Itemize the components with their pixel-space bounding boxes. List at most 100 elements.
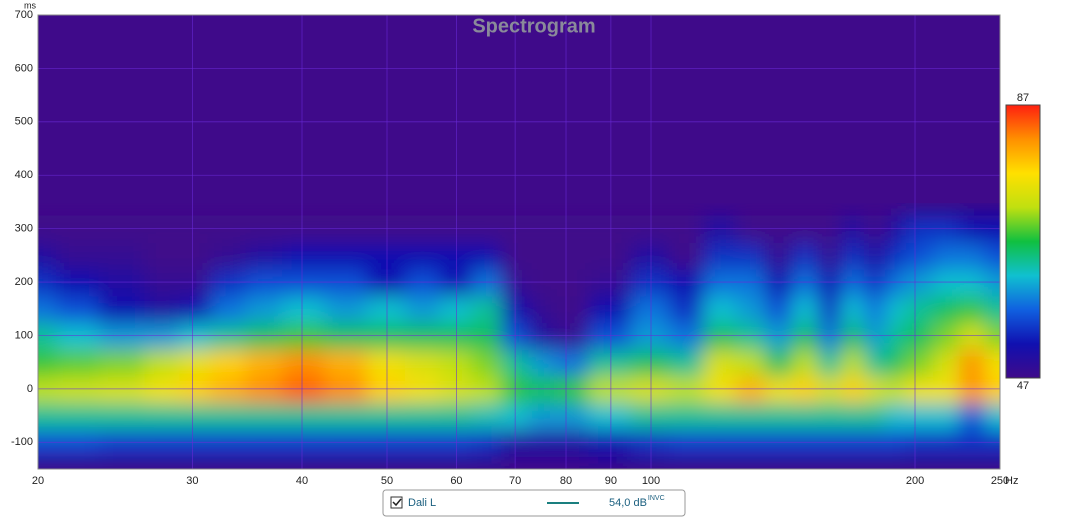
heat-cell: [984, 428, 1000, 457]
heat-cell: [817, 402, 843, 430]
heat-cell: [528, 402, 555, 430]
heat-cell: [324, 322, 368, 350]
heat-cell: [630, 402, 671, 430]
heat-cell: [38, 348, 58, 377]
x-tick-label: 50: [381, 475, 393, 487]
heat-cell: [210, 375, 247, 404]
heat-cell: [863, 348, 887, 377]
heat-cell: [366, 242, 407, 270]
heat-cell: [933, 375, 961, 404]
heat-cell: [588, 295, 632, 324]
heat-cell: [817, 295, 843, 324]
heat-cell: [56, 242, 100, 270]
x-tick-label: 60: [450, 475, 462, 487]
heat-cell: [210, 268, 247, 297]
heat-cell: [471, 322, 503, 350]
colorbar: [1005, 104, 1041, 379]
heat-cell: [703, 295, 737, 324]
x-tick-label: 80: [560, 475, 572, 487]
heat-cell: [245, 428, 283, 457]
heat-cell: [669, 295, 705, 324]
heat-cell: [210, 295, 247, 324]
heat-cell: [366, 322, 407, 350]
heat-cell: [703, 268, 737, 297]
x-tick-label: 100: [642, 475, 660, 487]
heat-cell: [366, 348, 407, 377]
heat-cell: [528, 322, 555, 350]
heat-cell: [765, 375, 794, 404]
heat-cell: [885, 428, 907, 457]
y-tick-label: 100: [15, 329, 33, 341]
heat-cell: [588, 348, 632, 377]
heat-cell: [38, 242, 58, 270]
heat-cell: [841, 348, 865, 377]
heat-cell: [471, 428, 503, 457]
heat-cell: [179, 402, 212, 430]
heat-cell: [38, 215, 58, 243]
heat-cell: [669, 322, 705, 350]
heat-cell: [56, 322, 100, 350]
x-tick-label: 40: [296, 475, 308, 487]
heat-cell: [179, 242, 212, 270]
heat-cell: [735, 215, 767, 243]
y-tick-label: 700: [15, 9, 33, 21]
heat-cell: [959, 295, 986, 324]
heat-cell: [38, 428, 58, 457]
heat-cell: [735, 402, 767, 430]
heat-cell: [905, 375, 935, 404]
heat-cell: [324, 242, 368, 270]
heat-cell: [984, 268, 1000, 297]
heat-cell: [959, 215, 986, 243]
heat-cell: [281, 348, 326, 377]
heat-cell: [405, 295, 441, 324]
heat-cell: [735, 295, 767, 324]
heat-cell: [863, 375, 887, 404]
heat-cell: [959, 428, 986, 457]
heat-cell: [528, 215, 555, 243]
heat-cell: [630, 215, 671, 243]
heat-cell: [792, 348, 819, 377]
heat-cell: [56, 375, 100, 404]
heat-cell: [144, 242, 181, 270]
heat-cell: [405, 322, 441, 350]
heat-cell: [959, 242, 986, 270]
heat-cell: [669, 402, 705, 430]
heat-cell: [863, 402, 887, 430]
y-unit: ms: [24, 0, 36, 10]
heatmap: [38, 215, 1000, 457]
heat-cell: [792, 402, 819, 430]
heat-cell: [630, 295, 671, 324]
heat-cell: [588, 402, 632, 430]
heat-cell: [933, 295, 961, 324]
heat-cell: [210, 348, 247, 377]
heat-cell: [885, 322, 907, 350]
heat-cell: [210, 402, 247, 430]
heat-cell: [933, 215, 961, 243]
heat-cell: [179, 375, 212, 404]
heat-cell: [98, 268, 146, 297]
heat-cell: [98, 348, 146, 377]
heat-cell: [735, 322, 767, 350]
heat-cell: [885, 402, 907, 430]
heat-cell: [179, 428, 212, 457]
heat-cell: [863, 428, 887, 457]
heat-cell: [405, 215, 441, 243]
heat-cell: [703, 402, 737, 430]
heat-cell: [885, 215, 907, 243]
y-tick-label: 300: [15, 223, 33, 235]
heat-cell: [245, 322, 283, 350]
heat-cell: [553, 348, 590, 377]
heat-cell: [366, 375, 407, 404]
heat-cell: [56, 215, 100, 243]
heat-cell: [366, 215, 407, 243]
heat-cell: [703, 348, 737, 377]
checkbox[interactable]: [390, 496, 403, 509]
plot-border: [37, 14, 1001, 470]
heat-cell: [588, 322, 632, 350]
heat-cell: [817, 375, 843, 404]
heat-cell: [669, 375, 705, 404]
heat-cell: [553, 215, 590, 243]
heat-cell: [179, 348, 212, 377]
heat-cell: [905, 348, 935, 377]
heat-cell: [98, 295, 146, 324]
